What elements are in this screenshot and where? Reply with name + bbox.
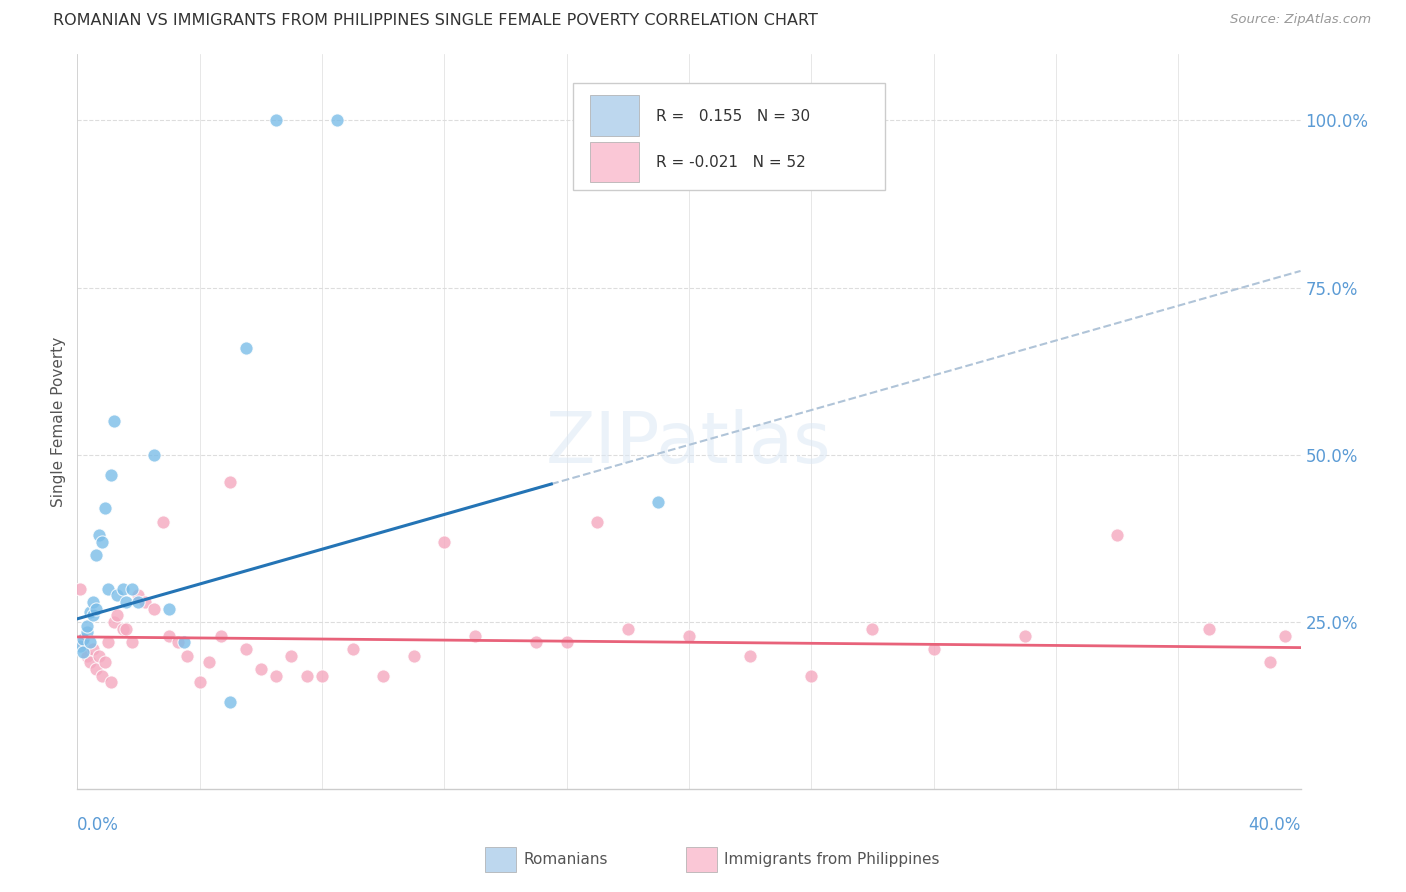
Point — [250, 662, 273, 676]
Point — [76, 648, 98, 663]
Point — [69, 639, 91, 653]
Point — [740, 648, 762, 663]
Point — [97, 582, 120, 596]
Point — [264, 669, 287, 683]
Point — [105, 589, 128, 603]
Point — [121, 582, 143, 596]
Point — [94, 501, 117, 516]
Point — [922, 642, 945, 657]
Text: Romanians: Romanians — [523, 853, 607, 867]
Point — [128, 595, 150, 609]
Point — [264, 113, 287, 128]
Point — [134, 595, 156, 609]
Point — [1014, 628, 1036, 642]
Point — [1258, 655, 1281, 669]
Point — [112, 582, 135, 596]
Point — [647, 494, 669, 508]
Point — [87, 528, 110, 542]
Point — [209, 628, 232, 642]
Point — [219, 475, 242, 489]
Point — [103, 414, 125, 429]
Point — [173, 635, 195, 649]
Point — [90, 535, 112, 549]
Point — [1274, 628, 1296, 642]
Point — [678, 628, 700, 642]
Y-axis label: Single Female Poverty: Single Female Poverty — [51, 336, 66, 507]
Point — [84, 602, 107, 616]
Point — [94, 655, 117, 669]
Point — [617, 622, 640, 636]
Point — [1198, 622, 1220, 636]
Point — [152, 515, 174, 529]
Point — [464, 628, 486, 642]
Point — [157, 628, 180, 642]
Point — [76, 618, 98, 632]
Point — [402, 648, 425, 663]
Point — [555, 635, 578, 649]
Text: Source: ZipAtlas.com: Source: ZipAtlas.com — [1230, 13, 1371, 27]
Point — [79, 635, 101, 649]
Point — [87, 648, 110, 663]
Text: 0.0%: 0.0% — [77, 816, 120, 834]
Text: 40.0%: 40.0% — [1249, 816, 1301, 834]
Point — [76, 625, 98, 640]
Bar — [591, 142, 638, 182]
Point — [311, 669, 333, 683]
Point — [800, 669, 823, 683]
Point — [524, 635, 547, 649]
Point — [84, 548, 107, 563]
Point — [142, 448, 165, 462]
Point — [342, 642, 364, 657]
Point — [82, 642, 104, 657]
Point — [79, 655, 101, 669]
Point — [72, 632, 94, 646]
Text: ZIPatlas: ZIPatlas — [546, 409, 832, 478]
Text: ROMANIAN VS IMMIGRANTS FROM PHILIPPINES SINGLE FEMALE POVERTY CORRELATION CHART: ROMANIAN VS IMMIGRANTS FROM PHILIPPINES … — [53, 13, 818, 29]
Point — [371, 669, 394, 683]
Point — [198, 655, 221, 669]
Point — [121, 635, 143, 649]
Point — [112, 622, 135, 636]
Point — [103, 615, 125, 630]
Point — [142, 602, 165, 616]
Point — [105, 608, 128, 623]
Point — [115, 595, 138, 609]
Point — [1107, 528, 1129, 542]
Point — [82, 595, 104, 609]
Point — [280, 648, 302, 663]
Point — [79, 605, 101, 619]
Point — [82, 608, 104, 623]
Point — [219, 696, 242, 710]
Point — [100, 675, 122, 690]
Text: Immigrants from Philippines: Immigrants from Philippines — [724, 853, 939, 867]
Point — [167, 635, 190, 649]
Point — [295, 669, 318, 683]
Point — [69, 582, 91, 596]
Point — [72, 635, 94, 649]
Point — [72, 645, 94, 659]
Point — [84, 662, 107, 676]
Point — [235, 341, 257, 355]
Point — [235, 642, 257, 657]
Point — [100, 468, 122, 483]
Point — [586, 515, 609, 529]
FancyBboxPatch shape — [572, 83, 884, 190]
Bar — [591, 95, 638, 136]
Point — [433, 535, 456, 549]
Point — [90, 669, 112, 683]
Point — [157, 602, 180, 616]
Point — [862, 622, 884, 636]
Point — [326, 113, 349, 128]
Point — [176, 648, 198, 663]
Text: R =   0.155   N = 30: R = 0.155 N = 30 — [657, 109, 810, 124]
Text: R = -0.021   N = 52: R = -0.021 N = 52 — [657, 155, 806, 170]
Point — [188, 675, 211, 690]
Point — [128, 589, 150, 603]
Point — [115, 622, 138, 636]
Point — [97, 635, 120, 649]
